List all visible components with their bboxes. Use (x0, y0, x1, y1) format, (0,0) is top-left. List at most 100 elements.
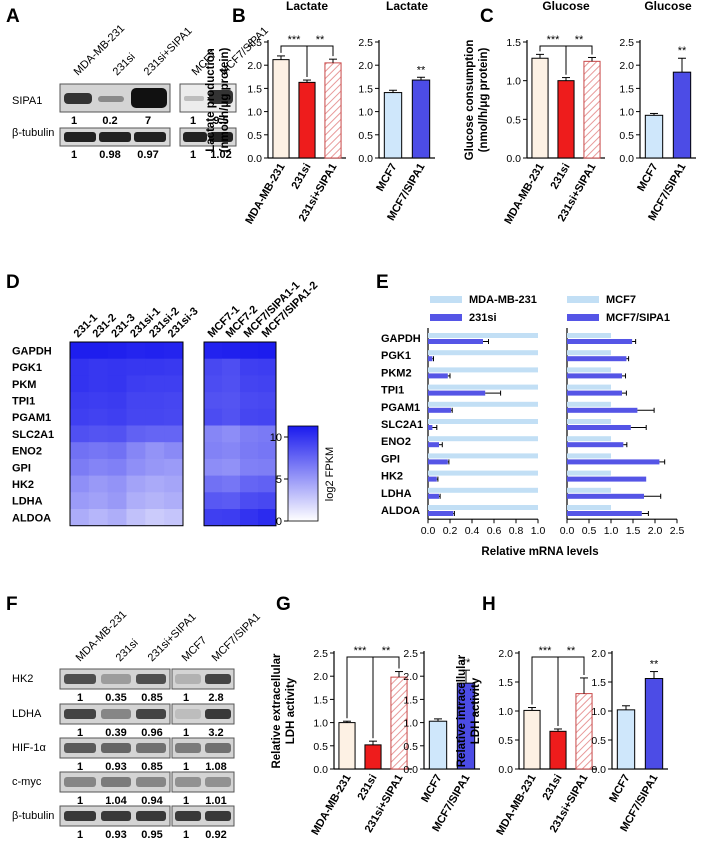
chart-y-tick-label: 2.0 (247, 60, 262, 72)
blot-a-value: 1 (71, 115, 77, 127)
mrna-treatment-bar (428, 339, 483, 344)
heatmap-cell (258, 458, 277, 477)
chart-ylabel: (nmol/h/μg protein) (219, 47, 231, 152)
chart-y-tick-label: 2.0 (591, 648, 606, 660)
mrna-control-bar (428, 333, 538, 338)
chart-bar (298, 81, 316, 159)
chart-bar (272, 59, 290, 159)
scale-tick-label: 10 (270, 432, 282, 444)
heatmap-cell (88, 342, 109, 360)
blot-f-value: 0.95 (141, 829, 162, 841)
chart-y-tick-label: 1.5 (498, 677, 513, 689)
heatmap-cell (258, 492, 277, 510)
chart-significance: ** (678, 45, 687, 57)
mrna-treatment-bar (567, 511, 642, 516)
heatmap-gene-label: ALDOA (12, 512, 51, 524)
heatmap-gene-label: GPI (12, 462, 31, 474)
blot-band (175, 743, 201, 753)
heatmap-cell (204, 492, 223, 510)
heatmap-cell (240, 442, 259, 460)
heatmap-cell (204, 375, 223, 393)
heatmap-cell (126, 408, 146, 426)
chart-x-tick-label: 0.4 (465, 525, 480, 537)
heatmap-cell (222, 375, 241, 393)
heatmap-cell (126, 458, 146, 477)
heatmap-cell (88, 492, 109, 510)
heatmap-cell (145, 475, 165, 493)
heatmap-gene-label: PGK1 (12, 362, 42, 374)
chart-bar (411, 79, 431, 159)
panel-f-western-blot: MDA-MB-231 231si 231si+SIPA1 MCF7 MCF7/S… (74, 609, 263, 665)
blot-f-value: 1 (77, 692, 83, 704)
heatmap-cell (222, 492, 241, 510)
chart-significance: ** (567, 645, 576, 657)
chart-category-label: MCF7 (635, 162, 660, 194)
heatmap-cell (107, 342, 127, 360)
blot-band (136, 777, 166, 787)
heatmap-cell (145, 408, 165, 426)
heatmap-cell (70, 375, 90, 393)
heatmap-cell (164, 458, 184, 477)
heatmap-cell (240, 358, 259, 376)
chart-y-tick-label: 1.0 (498, 706, 513, 718)
blot-f-value: 1 (183, 692, 189, 704)
heatmap-cell (126, 509, 146, 527)
blot-band (64, 811, 96, 821)
chart-y-tick-label: 0.5 (247, 130, 262, 142)
blot-band (175, 709, 201, 719)
mrna-treatment-bar (428, 442, 439, 448)
blot-a-row-label: β-tubulin (12, 127, 54, 139)
chart-y-tick-label: 2.0 (403, 671, 418, 683)
mrna-control-bar (567, 487, 611, 493)
chart-significance-bracket (372, 656, 400, 739)
heatmap-right-frame (203, 341, 277, 527)
panel-f-bands: HK2 1 0.35 0.85 1 2.8 LDHA 1 0.39 0.96 1 3.2 HIF-1α 1… (12, 668, 235, 841)
heatmap-cell (222, 358, 241, 376)
mrna-control-bar (428, 401, 538, 407)
heatmap-cell (88, 475, 109, 493)
chart-x-tick-label: 1.5 (626, 525, 641, 537)
mrna-control-bar (428, 470, 538, 476)
chart-y-tick-label: 0.5 (506, 114, 521, 126)
chart-bar (616, 709, 636, 770)
heatmap-gene-label: LDHA (12, 496, 43, 508)
mrna-treatment-bar (567, 459, 660, 465)
heatmap-cell (240, 475, 259, 493)
chart-significance: ** (316, 34, 325, 46)
heatmap-cell (204, 458, 223, 477)
legend-label: MCF7/SIPA1 (606, 312, 670, 324)
mrna-control-bar (428, 505, 538, 510)
heatmap-cell (145, 492, 165, 510)
chart-bar (324, 62, 342, 159)
heatmap-cell (164, 492, 184, 510)
heatmap-cell (70, 408, 90, 426)
blot-f-row-label: β-tubulin (12, 810, 54, 822)
blot-band (134, 132, 166, 142)
blot-band (64, 132, 96, 142)
mrna-gene-label: PGK1 (381, 350, 411, 362)
chart-bar (644, 678, 664, 770)
chart-significance: ** (382, 645, 391, 657)
heatmap-gene-label: PGAM1 (12, 412, 51, 424)
heatmap-gene-label: PKM (12, 379, 36, 391)
heatmap-cell (145, 442, 165, 460)
panel-label-e: E (376, 272, 389, 293)
blot-band (101, 743, 131, 753)
heatmap-cell (88, 375, 109, 393)
heatmap-cell (258, 408, 277, 426)
mrna-gene-label: TPI1 (381, 385, 404, 397)
blot-band (99, 132, 131, 142)
chart-y-tick-label: 0.5 (619, 130, 634, 142)
chart-x-tick-label: 0.0 (421, 525, 436, 537)
heatmap-cell (204, 358, 223, 376)
chart-y-tick-label: 0.5 (313, 741, 328, 753)
chart-title: Lactate (386, 0, 428, 13)
chart-category-label: 231si (540, 773, 564, 803)
heatmap-cell (164, 392, 184, 410)
heatmap-cell (258, 375, 277, 393)
heatmap-cell (145, 342, 165, 360)
heatmap-cell (107, 442, 127, 460)
heatmap-cell (126, 392, 146, 410)
